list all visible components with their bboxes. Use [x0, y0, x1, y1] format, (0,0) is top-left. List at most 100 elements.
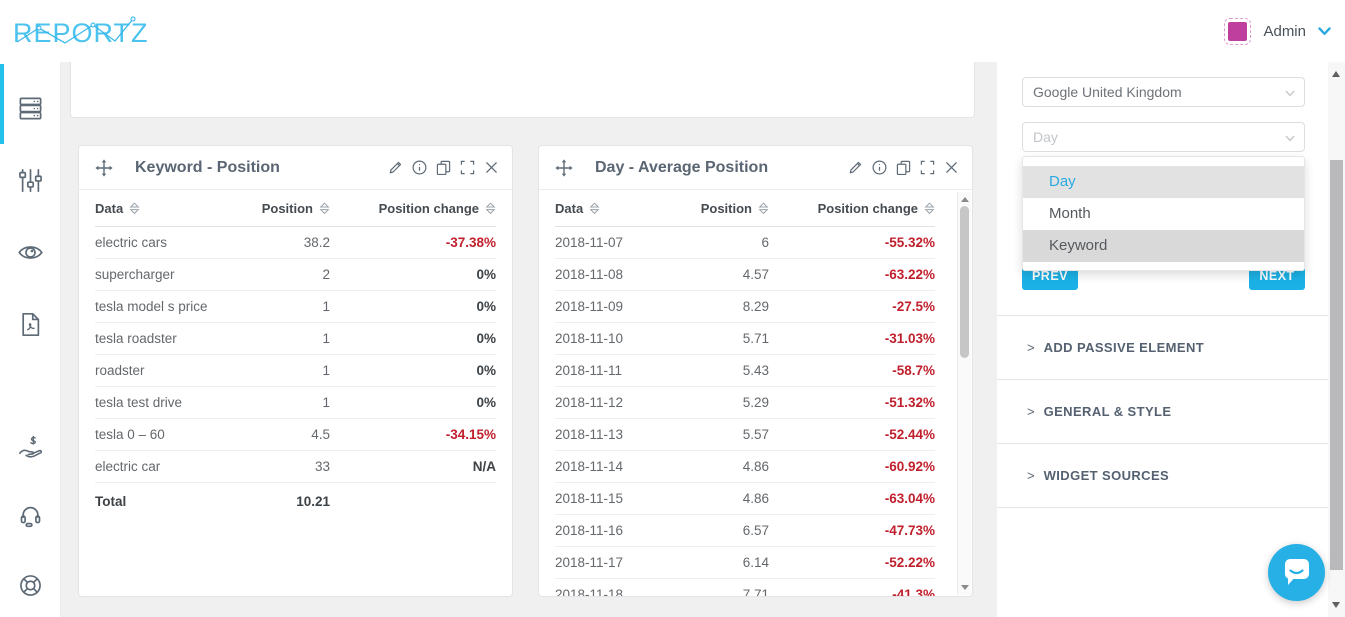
table-total-row: Total 10.21 — [95, 483, 496, 519]
chat-launcher-button[interactable] — [1268, 544, 1325, 601]
column-header-label: Position — [700, 200, 752, 216]
chat-bubble-icon — [1285, 559, 1309, 585]
total-label: Total — [95, 493, 127, 509]
billing-icon — [19, 435, 43, 458]
avatar — [1224, 17, 1252, 45]
scroll-down-arrow[interactable] — [961, 585, 969, 590]
cell-position-change: -60.92% — [884, 459, 935, 474]
pdf-export-icon — [22, 312, 40, 337]
table-row: 2018-11-12 5.29 -51.32% — [555, 387, 935, 419]
cell-data: tesla model s price — [95, 299, 208, 314]
table-row: electric cars 38.2 -37.38% — [95, 227, 496, 259]
move-handle-icon[interactable] — [555, 158, 573, 177]
move-handle-icon[interactable] — [95, 158, 113, 177]
page-scrollbar — [1328, 62, 1345, 617]
dropdown-option[interactable]: Month — [1049, 205, 1091, 222]
sidebar-item-widgets[interactable] — [17, 95, 44, 122]
close-icon[interactable] — [484, 160, 499, 175]
cell-position-change: -41.3% — [892, 587, 935, 597]
table-body: 2018-11-07 6 -55.32% 2018-11-08 4.57 -63… — [555, 227, 935, 597]
sidebar-item-billing[interactable] — [17, 433, 44, 460]
user-menu[interactable]: Admin — [1224, 0, 1331, 62]
fullscreen-icon[interactable] — [920, 160, 935, 175]
edit-icon[interactable] — [388, 160, 403, 175]
top-header: REPORTZ Admin — [0, 0, 1345, 62]
cell-position-change: 0% — [476, 395, 496, 410]
cell-position: 1 — [322, 363, 330, 378]
accordion-section[interactable]: > WIDGET SOURCES — [997, 444, 1328, 508]
edit-icon[interactable] — [848, 160, 863, 175]
cell-position-change: -47.73% — [884, 523, 935, 538]
chevron-right-icon: > — [1027, 468, 1035, 483]
column-header[interactable]: Data — [555, 201, 651, 216]
cell-position: 5.71 — [742, 331, 769, 346]
table-row: electric car 33 N/A — [95, 451, 496, 483]
table-row: 2018-11-17 6.14 -52.22% — [555, 547, 935, 579]
cell-data: tesla 0 – 60 — [95, 427, 165, 442]
left-sidebar — [0, 62, 61, 617]
chevron-right-icon: > — [1027, 404, 1035, 419]
cell-position: 2 — [322, 267, 330, 282]
accordion-section-label: GENERAL & STYLE — [1043, 404, 1172, 419]
cell-position: 33 — [314, 459, 330, 474]
source-select[interactable]: Google United Kingdom — [1022, 77, 1305, 107]
cell-position-change: -52.44% — [884, 427, 935, 442]
scroll-up-arrow[interactable] — [961, 197, 969, 202]
sidebar-item-preview[interactable] — [17, 239, 44, 266]
table-row: supercharger 2 0% — [95, 259, 496, 291]
scroll-up-arrow[interactable] — [1332, 71, 1340, 77]
table-row: tesla test drive 1 0% — [95, 387, 496, 419]
widget-day-average-position: Day - Average Position Data P — [538, 145, 973, 597]
cell-data: tesla roadster — [95, 331, 177, 346]
sidebar-item-help[interactable] — [17, 572, 44, 599]
sort-icon — [924, 201, 935, 214]
cell-position-change: -63.04% — [884, 491, 935, 506]
column-header-label: Position change — [817, 200, 918, 216]
dimension-select[interactable]: Day — [1022, 122, 1305, 152]
cell-position: 4.86 — [742, 491, 769, 506]
cell-position: 4.5 — [311, 427, 330, 442]
info-icon[interactable] — [412, 160, 427, 175]
total-position: 10.21 — [296, 493, 330, 509]
widget-title: Day - Average Position — [595, 158, 769, 176]
accordion-section[interactable]: > ADD PASSIVE ELEMENT — [997, 316, 1328, 380]
column-header[interactable]: Position change — [769, 201, 935, 216]
duplicate-icon[interactable] — [436, 160, 451, 175]
column-header[interactable]: Position change — [330, 201, 496, 216]
cell-data: tesla test drive — [95, 395, 183, 410]
sidebar-item-filters[interactable] — [17, 167, 44, 194]
cell-position: 1 — [322, 395, 330, 410]
dropdown-option[interactable]: Keyword — [1023, 230, 1304, 262]
scrollbar-thumb[interactable] — [960, 206, 969, 358]
duplicate-icon[interactable] — [896, 160, 911, 175]
sidebar-item-support[interactable] — [17, 502, 44, 529]
table-row: 2018-11-18 7.71 -41.3% — [555, 579, 935, 597]
chevron-down-icon — [1318, 26, 1331, 35]
cell-data: 2018-11-15 — [555, 491, 624, 506]
table-row: 2018-11-16 6.57 -47.73% — [555, 515, 935, 547]
cell-data: roadster — [95, 363, 145, 378]
table-row: 2018-11-11 5.43 -58.7% — [555, 355, 935, 387]
reportz-logo[interactable]: REPORTZ — [13, 11, 148, 51]
fullscreen-icon[interactable] — [460, 160, 475, 175]
cell-data: 2018-11-16 — [555, 523, 624, 538]
column-header[interactable]: Position — [651, 201, 769, 216]
cell-position-change: -63.22% — [884, 267, 935, 282]
scroll-down-arrow[interactable] — [1332, 602, 1340, 608]
filters-icon — [19, 168, 42, 193]
accordion-section[interactable]: > GENERAL & STYLE — [997, 380, 1328, 444]
cell-position: 4.86 — [742, 459, 769, 474]
column-header[interactable]: Data — [95, 201, 212, 216]
chevron-right-icon: > — [1027, 340, 1035, 355]
cell-position: 7.71 — [742, 587, 769, 597]
column-header[interactable]: Position — [212, 201, 330, 216]
dropdown-option[interactable]: Day — [1023, 166, 1304, 198]
widgets-icon — [19, 97, 42, 120]
accordion-section-label: ADD PASSIVE ELEMENT — [1043, 340, 1205, 355]
close-icon[interactable] — [944, 160, 959, 175]
cell-position-change: 0% — [476, 363, 496, 378]
support-headset-icon — [20, 506, 41, 528]
sidebar-item-pdf-export[interactable] — [17, 311, 44, 338]
scrollbar-thumb[interactable] — [1330, 160, 1343, 570]
info-icon[interactable] — [872, 160, 887, 175]
